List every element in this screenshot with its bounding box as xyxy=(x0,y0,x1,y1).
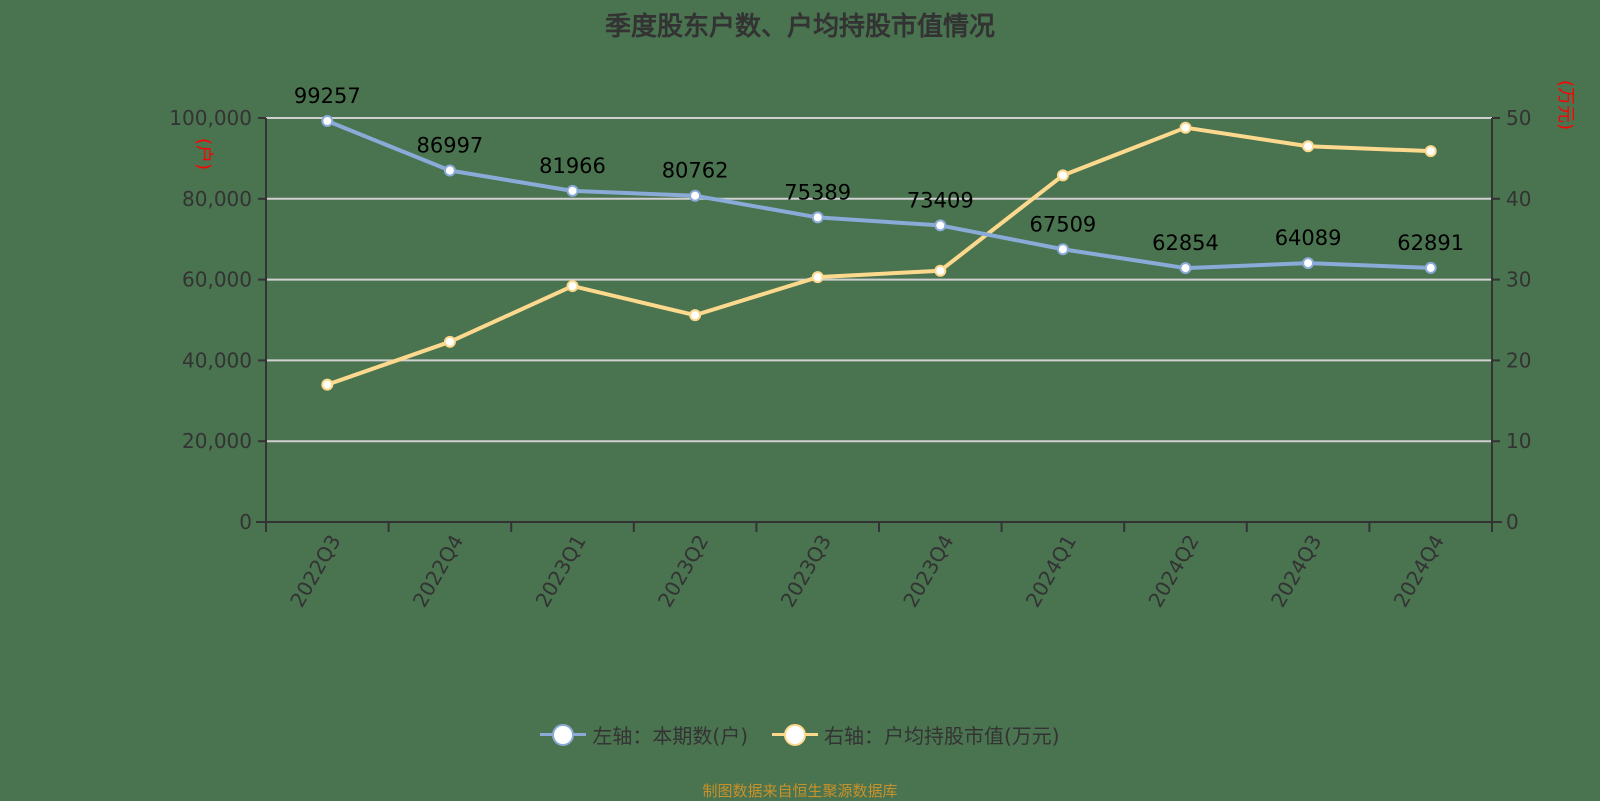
right-axis-tick-label: 0 xyxy=(1506,510,1519,534)
data-label: 73409 xyxy=(907,188,974,212)
x-axis-tick-label: 2024Q2 xyxy=(1143,531,1203,612)
legend-marker-circle-icon xyxy=(772,723,818,746)
x-axis-tick-label: 2022Q4 xyxy=(408,531,468,612)
left-series-point xyxy=(1179,262,1192,275)
x-axis-tick-label: 2023Q2 xyxy=(653,531,713,612)
left-series-point xyxy=(1056,243,1069,256)
right-axis-tick-label: 30 xyxy=(1506,268,1531,292)
right-series-point xyxy=(1179,121,1192,134)
left-axis-tick-label: 20,000 xyxy=(182,429,252,453)
right-axis-tick-label: 20 xyxy=(1506,348,1531,372)
data-label: 62854 xyxy=(1152,231,1219,255)
right-series-point xyxy=(934,264,947,277)
left-series-point xyxy=(689,189,702,202)
right-series-point xyxy=(321,378,334,391)
data-label: 80762 xyxy=(662,159,729,183)
data-label: 86997 xyxy=(416,134,483,158)
x-axis-tick-label: 2023Q3 xyxy=(776,531,836,612)
right-axis-unit-label: (万元) xyxy=(1555,80,1576,130)
data-label: 67509 xyxy=(1029,212,1096,236)
left-series-point xyxy=(934,219,947,232)
left-series-line xyxy=(326,119,1431,271)
right-axis-tick-label: 10 xyxy=(1506,429,1531,453)
plot-area: 0 20,000 40,000 60,000 80,000 100,000 0 10 20 30 4… xyxy=(169,80,1576,612)
x-axis-tick-label: 2023Q4 xyxy=(898,531,958,612)
x-axis-tick-label: 2024Q4 xyxy=(1389,531,1449,612)
left-axis-tick-label: 80,000 xyxy=(182,187,252,211)
right-series-line xyxy=(326,125,1431,387)
x-axis-tick-label: 2023Q1 xyxy=(530,531,590,612)
right-axis-tick-label: 40 xyxy=(1506,187,1531,211)
legend-item-left-series[interactable]: 左轴：本期数(户) xyxy=(540,720,748,749)
left-series-point xyxy=(811,211,824,224)
left-series-point xyxy=(321,115,334,128)
data-label: 62891 xyxy=(1397,231,1464,255)
data-label: 81966 xyxy=(539,154,606,178)
left-axis-unit-label: (户) xyxy=(193,138,214,170)
left-series-point xyxy=(443,164,456,177)
data-label: 64089 xyxy=(1275,226,1342,250)
right-series-point xyxy=(1056,169,1069,182)
x-axis-tick-label: 2024Q1 xyxy=(1021,531,1081,612)
data-label: 99257 xyxy=(294,84,361,108)
right-series-point xyxy=(689,309,702,322)
right-series-point xyxy=(1302,140,1315,153)
right-series-point xyxy=(1424,145,1437,158)
legend-label: 右轴：户均持股市值(万元) xyxy=(824,724,1060,748)
left-axis-tick-label: 100,000 xyxy=(169,106,252,130)
left-axis-tick-label: 60,000 xyxy=(182,268,252,292)
left-axis-tick-label: 40,000 xyxy=(182,348,252,372)
source-note: 制图数据来自恒生聚源数据库 xyxy=(702,782,898,800)
right-series-point xyxy=(443,335,456,348)
data-label: 75389 xyxy=(784,180,851,204)
right-series-point xyxy=(566,280,579,293)
left-series-point xyxy=(566,184,579,197)
x-axis-tick-label: 2022Q3 xyxy=(285,531,345,612)
left-axis-tick-label: 0 xyxy=(239,510,252,534)
right-series-point xyxy=(811,271,824,284)
legend-label: 左轴：本期数(户) xyxy=(592,724,748,748)
legend-item-right-series[interactable]: 右轴：户均持股市值(万元) xyxy=(772,720,1060,749)
left-series-point xyxy=(1424,261,1437,274)
legend: 左轴：本期数(户) 右轴：户均持股市值(万元) xyxy=(0,720,1600,749)
legend-marker-circle-icon xyxy=(540,723,587,746)
chart-title: 季度股东户数、户均持股市值情况 xyxy=(604,12,995,42)
right-axis-tick-label: 50 xyxy=(1506,106,1531,130)
x-axis-tick-label: 2024Q3 xyxy=(1266,531,1326,612)
left-series-point xyxy=(1302,257,1315,270)
